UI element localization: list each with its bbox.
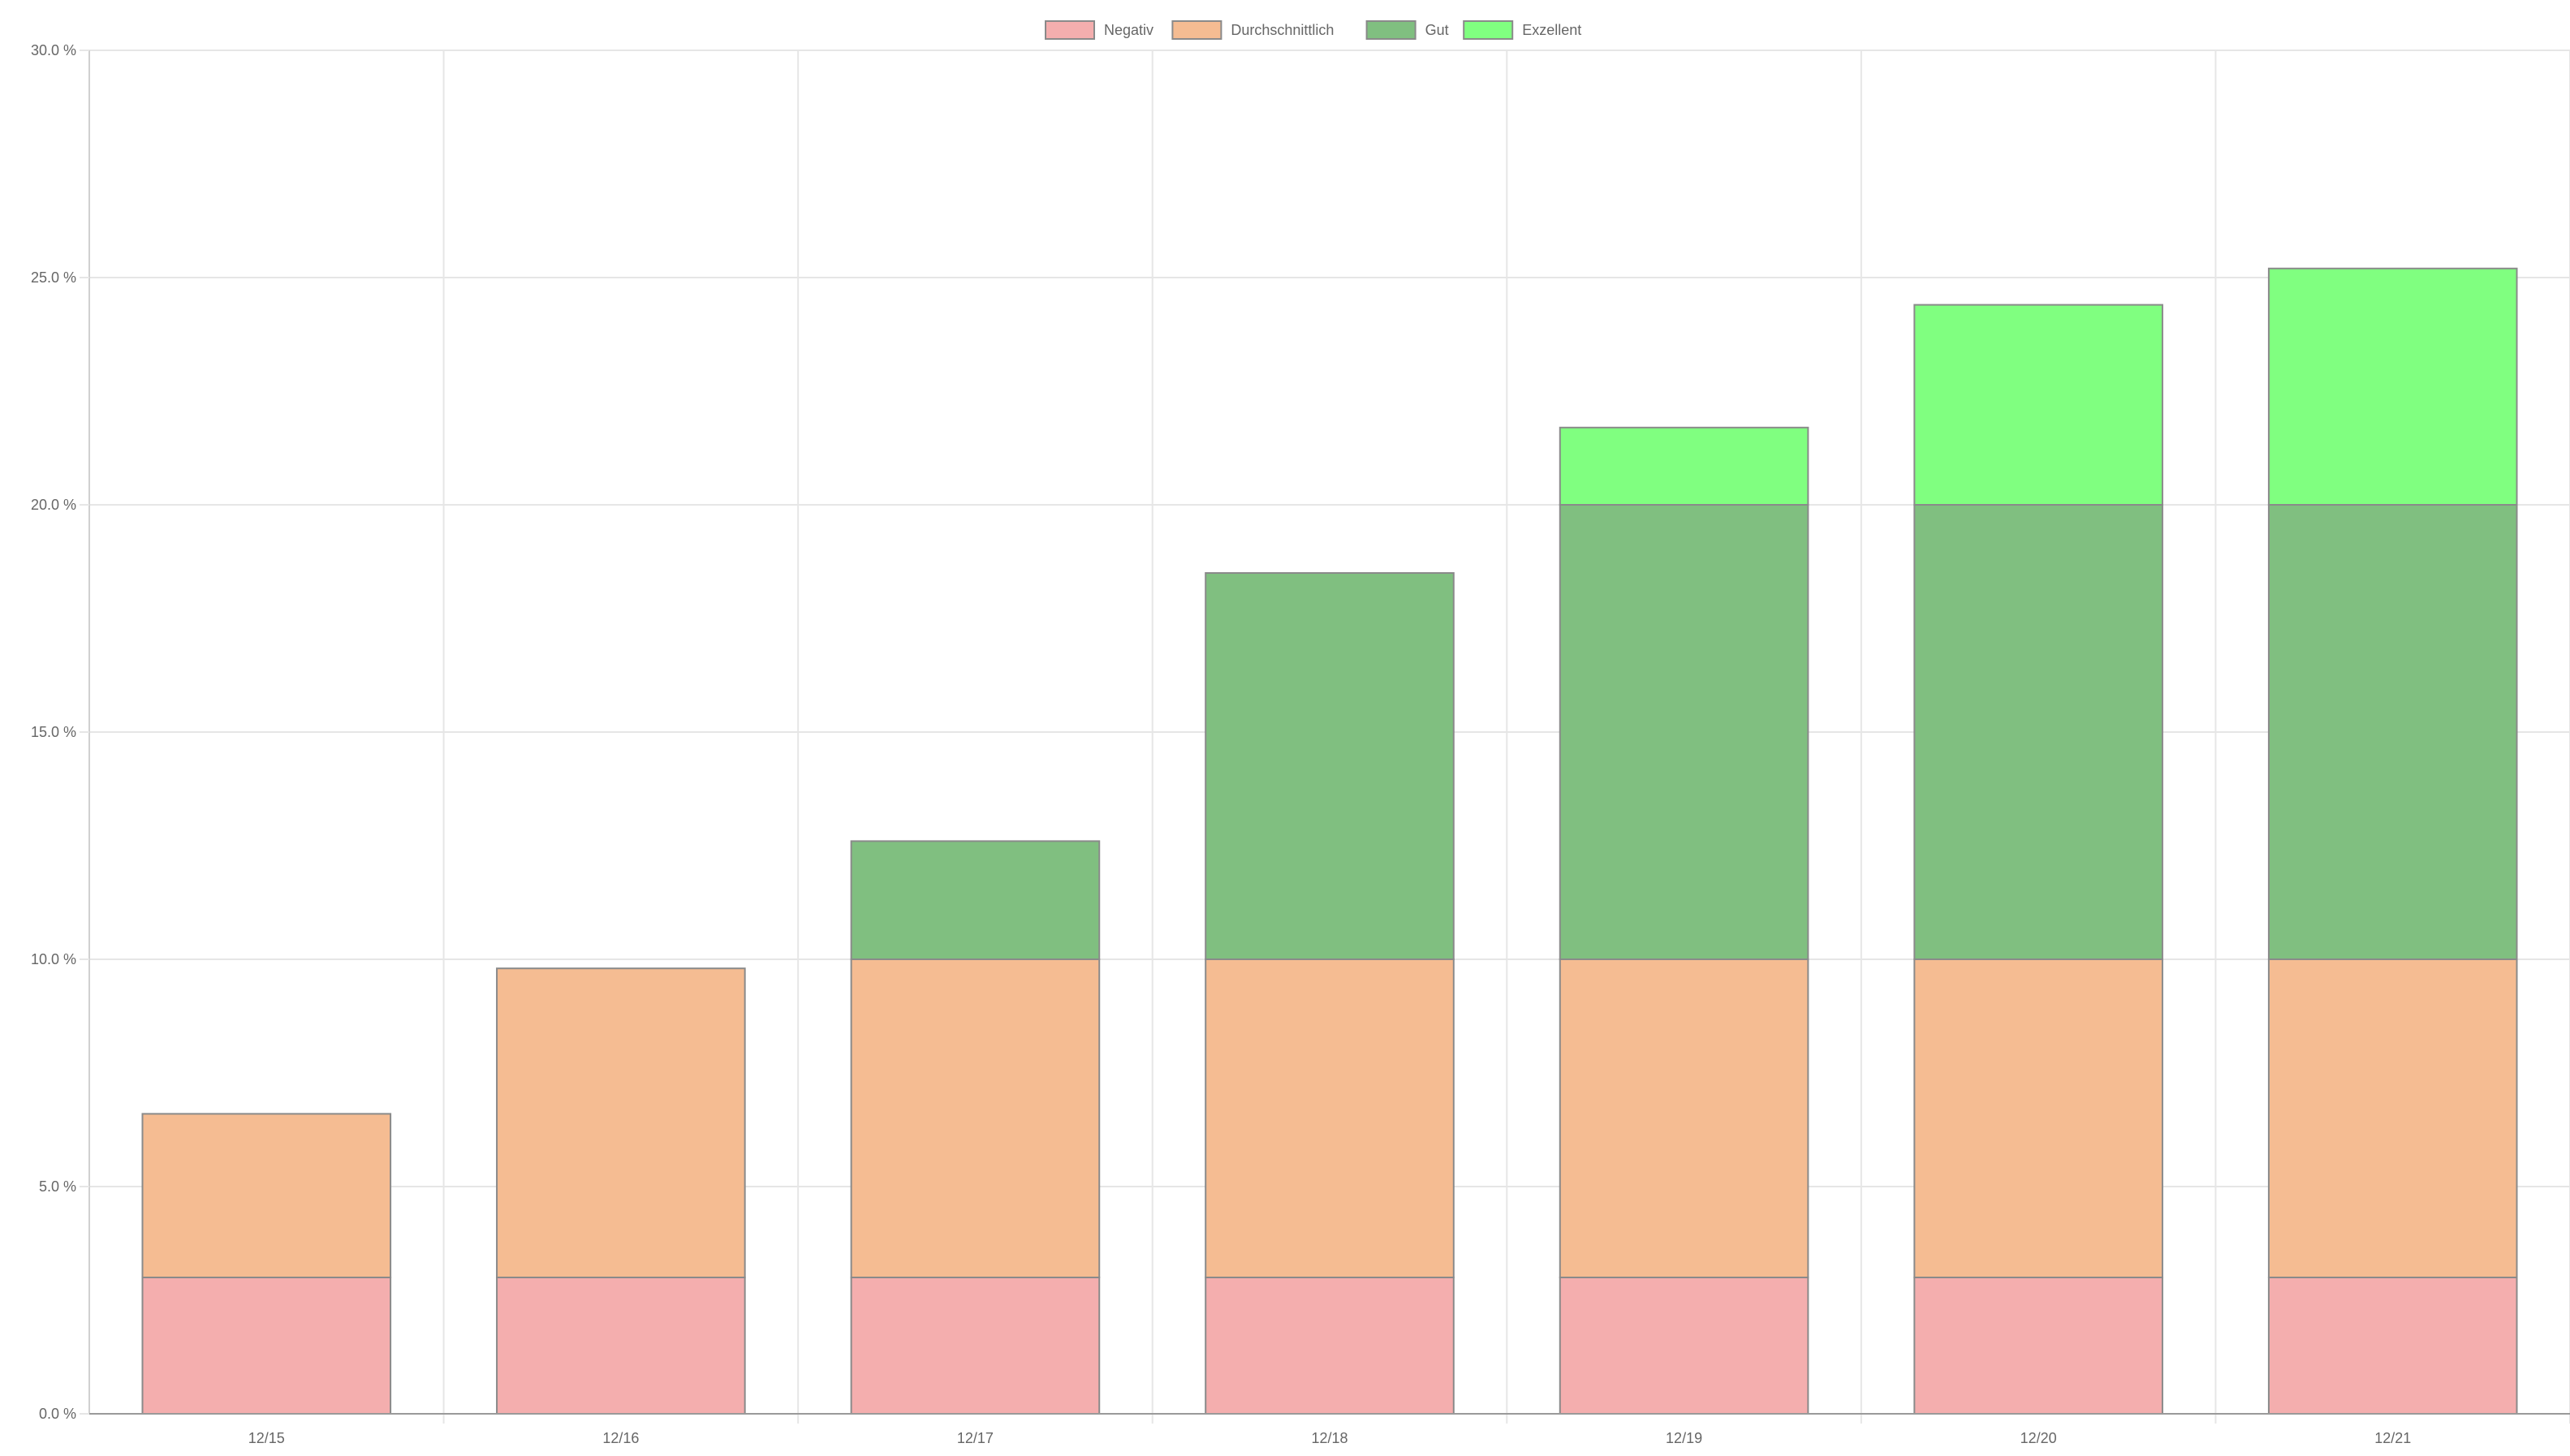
x-tick-label: 12/16 (602, 1430, 639, 1446)
bar-segment-durchschnittlich (1205, 958, 1455, 1278)
x-tick-label: 12/18 (1311, 1430, 1348, 1446)
x-tick-label: 12/20 (2020, 1430, 2057, 1446)
x-axis-ticks: 12/15 12/16 12/17 12/18 12/19 12/20 12/21 (248, 1430, 2411, 1446)
legend-label: Negativ (1104, 22, 1153, 38)
y-tick-label: 10.0 % (31, 951, 76, 967)
bar-segment-durchschnittlich (850, 958, 1101, 1278)
x-tick-label: 12/15 (248, 1430, 285, 1446)
bar-segment-gut (1913, 504, 2163, 960)
x-tick-label: 12/17 (957, 1430, 994, 1446)
bar-segment-gut (2267, 504, 2518, 960)
y-tick-label: 25.0 % (31, 269, 76, 286)
bar-segment-negativ (1205, 1277, 1455, 1415)
x-tick-label: 12/19 (1666, 1430, 1702, 1446)
legend-swatch (1045, 20, 1095, 40)
y-tick-label: 30.0 % (31, 42, 76, 58)
legend-label: Durchschnittlich (1231, 22, 1334, 38)
legend-swatch (1463, 20, 1514, 40)
bar-segment-negativ (1913, 1277, 2163, 1415)
gridlines (89, 50, 2570, 1424)
legend-label: Exzellent (1522, 22, 1581, 38)
legend-swatch (1171, 20, 1222, 40)
bar-segment-durchschnittlich (496, 967, 746, 1278)
legend-item-exzellent: Exzellent (1463, 20, 1581, 40)
bars (141, 267, 2518, 1415)
bar-segment-durchschnittlich (1559, 958, 1809, 1278)
y-tick-label: 0.0 % (39, 1406, 76, 1422)
bar-segment-gut (850, 840, 1101, 961)
legend-item-gut: Gut (1365, 20, 1449, 40)
y-tick-label: 20.0 % (31, 497, 76, 513)
bar-segment-negativ (2267, 1277, 2518, 1415)
y-tick-label: 5.0 % (39, 1178, 76, 1195)
legend-swatch (1365, 20, 1417, 40)
bar-segment-negativ (496, 1277, 746, 1415)
bar-segment-durchschnittlich (2267, 958, 2518, 1278)
bar-segment-durchschnittlich (141, 1113, 392, 1279)
bar-segment-negativ (850, 1277, 1101, 1415)
legend-item-negativ: Negativ (1045, 20, 1153, 40)
bar-segment-negativ (1559, 1277, 1809, 1415)
bar-segment-durchschnittlich (1913, 958, 2163, 1278)
legend-item-durchschnittlich: Durchschnittlich (1171, 20, 1334, 40)
x-tick-label: 12/21 (2374, 1430, 2411, 1446)
legend-label: Gut (1425, 22, 1449, 38)
bar-segment-exzellent (2267, 267, 2518, 506)
bar-segment-exzellent (1913, 304, 2163, 506)
bar-segment-gut (1205, 572, 1455, 960)
bar-segment-gut (1559, 504, 1809, 960)
bar-segment-negativ (141, 1277, 392, 1415)
legend: Negativ Durchschnittlich Gut Exzellent (1045, 20, 1581, 40)
bar-segment-exzellent (1559, 426, 1809, 506)
y-tick-label: 15.0 % (31, 724, 76, 740)
y-axis-ticks: 0.0 % 5.0 % 10.0 % 15.0 % 20.0 % 25.0 % 30.0 % (31, 42, 89, 1422)
